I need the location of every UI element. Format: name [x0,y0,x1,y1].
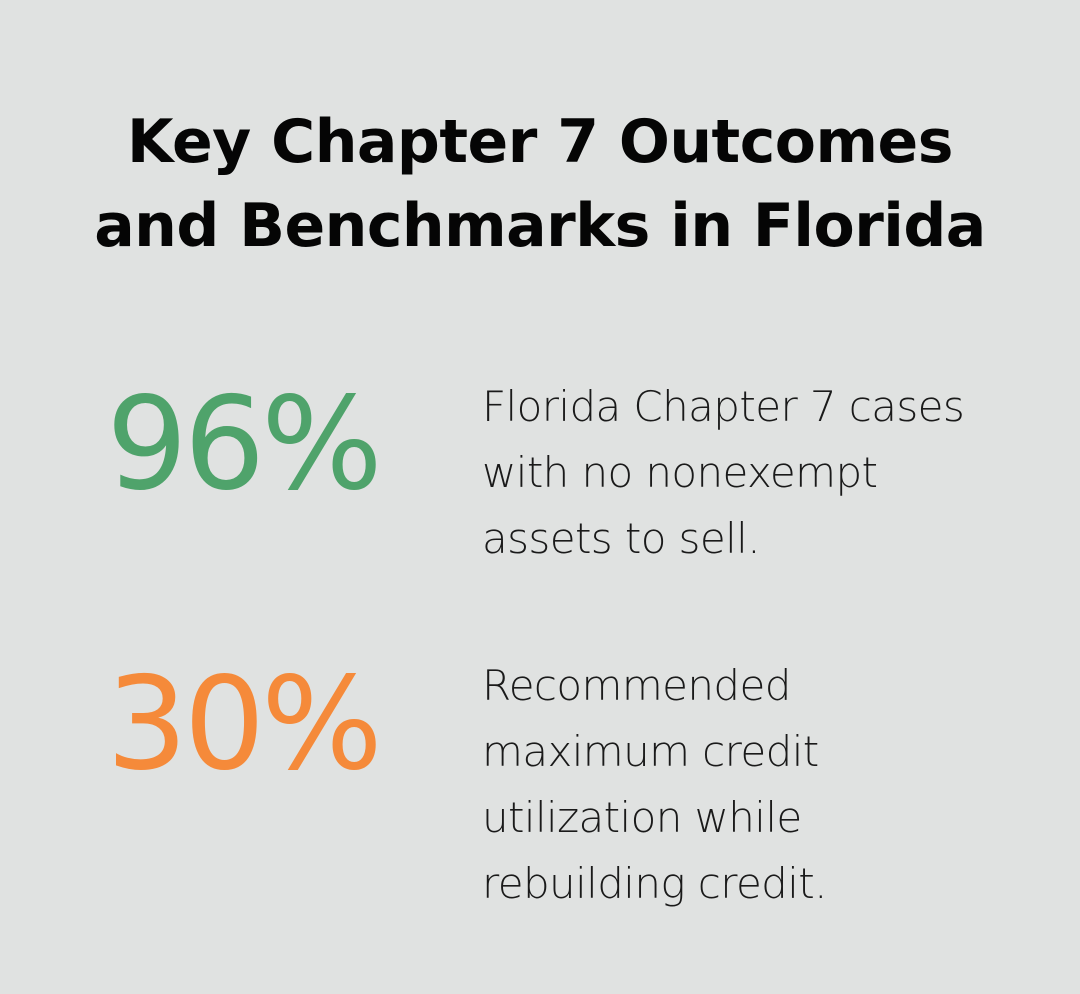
stat-description: Recommended maximum credit utilization w… [482,653,1042,917]
title-line-2: and Benchmarks in Florida [94,191,986,261]
stat-description-line: maximum credit [482,727,819,776]
page-title: Key Chapter 7 Outcomes and Benchmarks in… [0,100,1080,268]
stat-description-line: with no nonexempt [482,448,878,497]
stat-description-line: utilization while [482,793,802,842]
stat-value: 96% [106,370,383,519]
stat-description-line: assets to sell. [482,514,761,563]
stat-description-line: Recommended [482,661,791,710]
stat-description-line: Florida Chapter 7 cases [482,382,965,431]
stat-value: 30% [106,650,383,799]
stat-description: Florida Chapter 7 cases with no nonexemp… [482,374,1042,572]
stat-description-line: rebuilding credit. [482,859,828,908]
title-line-1: Key Chapter 7 Outcomes [127,107,953,177]
